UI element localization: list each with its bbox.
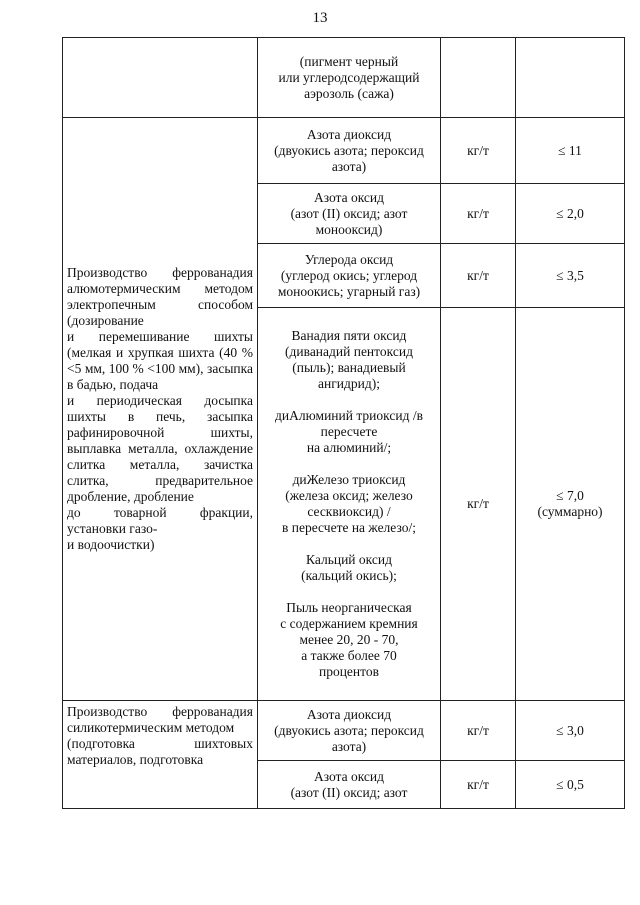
value-cell [515, 37, 625, 118]
table-row: Производство феррованадия алюмотермическ… [62, 117, 625, 701]
table-row: Азота оксид (азот (II) оксид; азот кг/т … [63, 760, 625, 809]
table-row: Углерода оксид (углерод окись; углерод м… [63, 243, 625, 308]
substance-cell: Азота диоксид (двуокись азота; пероксид … [257, 117, 441, 184]
table-row: Ванадия пяти оксид (диванадий пентоксид … [63, 307, 625, 701]
process-cell-empty [62, 37, 258, 118]
unit-cell: кг/т [440, 117, 516, 184]
value-cell: ≤ 3,0 [515, 700, 625, 761]
value-cell: ≤ 0,5 [515, 760, 625, 809]
emissions-table: (пигмент черный или углеродсодержащий аэ… [62, 37, 625, 809]
process-description: Производство феррованадия алюмотермическ… [62, 117, 258, 701]
value-cell: ≤ 3,5 [515, 243, 625, 308]
table-row: (пигмент черный или углеродсодержащий аэ… [62, 37, 625, 118]
substance-cell: Азота оксид (азот (II) оксид; азот [257, 760, 441, 809]
unit-cell: кг/т [440, 307, 516, 701]
table-row: Производство феррованадия силикотермичес… [62, 700, 625, 809]
substance-cell: (пигмент черный или углеродсодержащий аэ… [257, 37, 441, 118]
process-description: Производство феррованадия силикотермичес… [62, 700, 258, 809]
value-cell: ≤ 11 [515, 117, 625, 184]
substance-cell: Ванадия пяти оксид (диванадий пентоксид … [257, 307, 441, 701]
value-cell: ≤ 7,0 (суммарно) [515, 307, 625, 701]
unit-cell: кг/т [440, 760, 516, 809]
unit-cell [440, 37, 516, 118]
page-number: 13 [312, 10, 328, 26]
substance-cell: Азота диоксид (двуокись азота; пероксид … [257, 700, 441, 761]
unit-cell: кг/т [440, 183, 516, 244]
unit-cell: кг/т [440, 243, 516, 308]
substance-cell: Азота оксид (азот (II) оксид; азот моноо… [257, 183, 441, 244]
unit-cell: кг/т [440, 700, 516, 761]
substance-cell: Углерода оксид (углерод окись; углерод м… [257, 243, 441, 308]
value-cell: ≤ 2,0 [515, 183, 625, 244]
